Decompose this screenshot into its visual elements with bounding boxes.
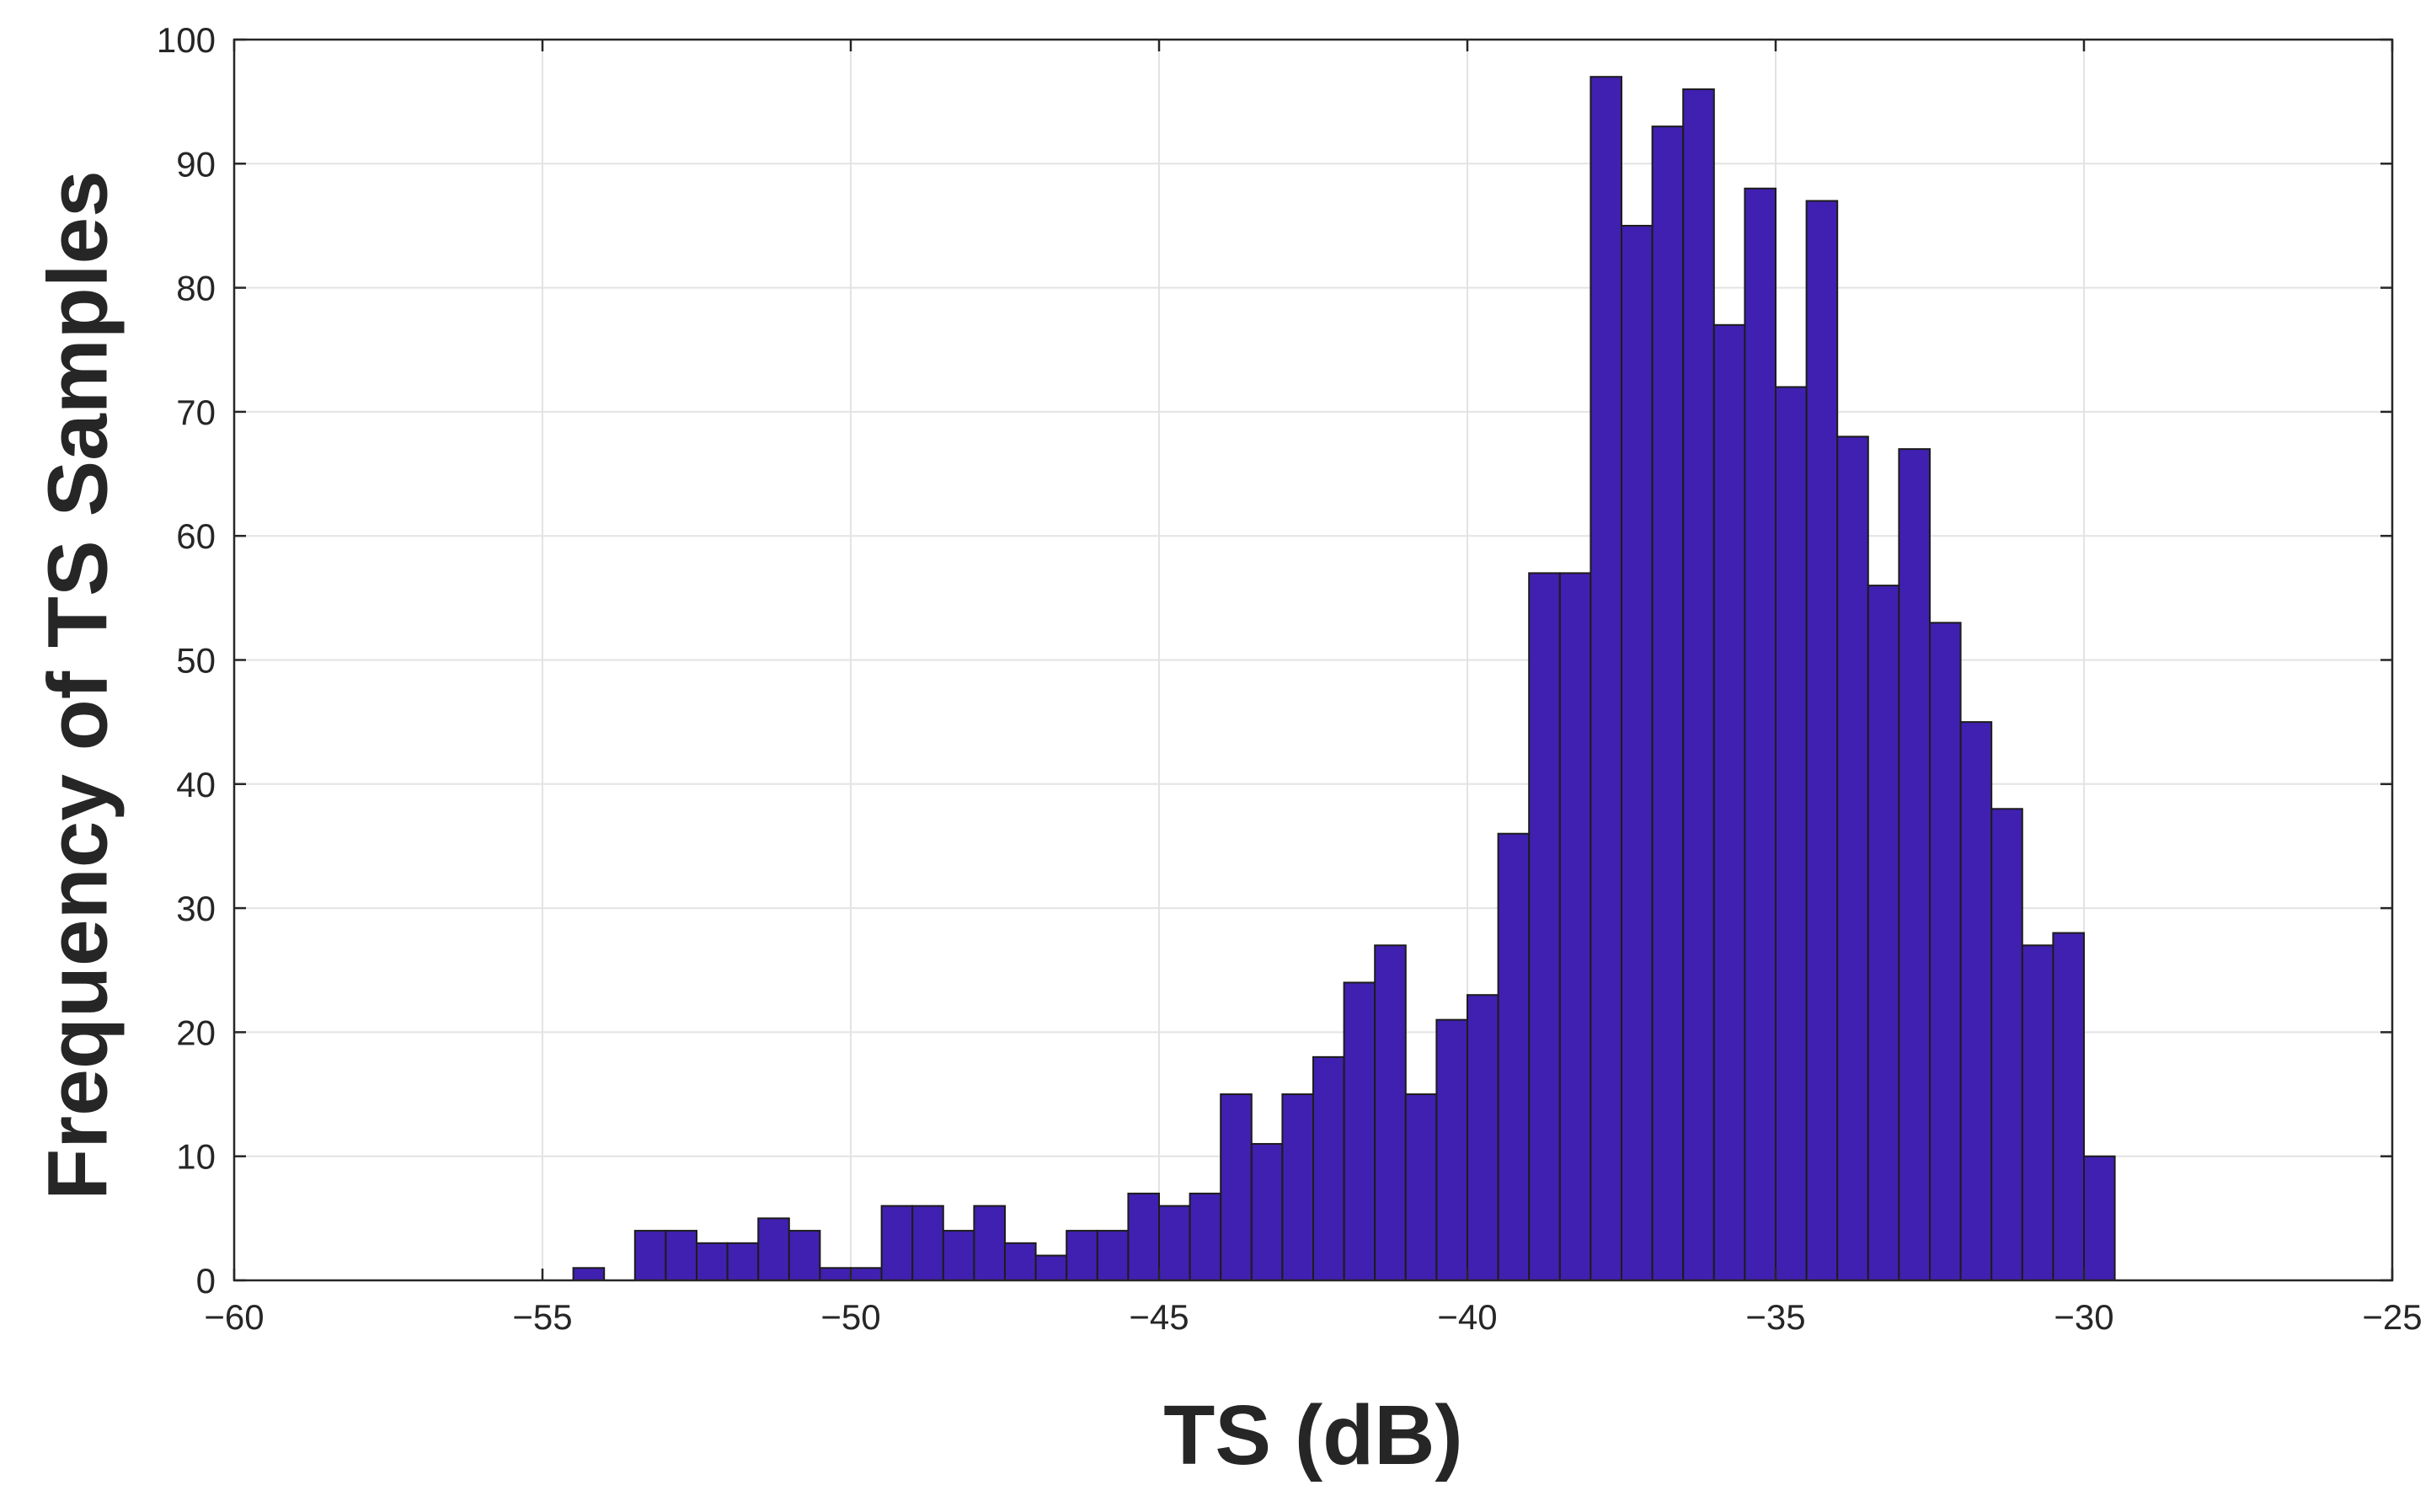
x-axis-title: TS (dB) [1163,1388,1462,1483]
histogram-bar [696,1242,729,1282]
y-tick-label: 80 [176,269,216,308]
histogram-bar [1220,1093,1253,1282]
histogram-bar [1435,1018,1469,1282]
histogram-bar [1682,88,1715,1281]
histogram-bar [1312,1055,1345,1281]
histogram-bar [2052,932,2085,1282]
histogram-bar [1004,1242,1037,1282]
bars [542,76,2146,1282]
histogram-bar [1712,323,1746,1281]
y-tick-label: 10 [176,1137,216,1177]
histogram-bar [1096,1230,1130,1281]
y-tick-labels: 0 10 20 30 40 50 60 70 80 90 100 [157,20,216,1301]
y-tick-label: 20 [176,1012,216,1052]
histogram-bar [1034,1254,1068,1282]
x-tick-labels: −60 −55 −50 −45 −40 −35 −30 −25 [204,1297,2422,1337]
histogram-bar [1189,1192,1222,1282]
histogram-bar [1836,435,1869,1281]
histogram-bar [1651,126,1685,1282]
histogram-bar [1158,1205,1191,1281]
histogram-bar [1775,386,1808,1282]
y-axis-title: Frequency of TS Samples [30,170,125,1200]
histogram-bar [911,1205,944,1281]
histogram-bar [942,1230,975,1281]
histogram-bar [572,1267,606,1282]
x-tick-label: −25 [2362,1297,2422,1337]
y-tick-label: 40 [176,765,216,804]
x-tick-label: −45 [1129,1297,1189,1337]
histogram-bar [1621,224,1654,1282]
histogram-bar [1066,1230,1098,1281]
histogram-bar [1404,1093,1438,1282]
ticks [232,38,2394,1282]
histogram-bar [880,1205,914,1281]
x-tick-label: −30 [2054,1297,2113,1337]
histogram-bar [1744,187,1776,1281]
x-tick-label: −35 [1745,1297,1805,1337]
histogram-bar [1558,572,1592,1281]
histogram-bar [1898,448,1931,1281]
histogram-bar [2083,1155,2116,1281]
x-tick-label: −60 [204,1297,264,1337]
histogram-bar [757,1217,790,1281]
histogram-bar [1528,572,1561,1281]
histogram-bar [1467,994,1499,1281]
x-tick-label: −55 [512,1297,572,1337]
histogram-bar [1250,1142,1284,1281]
y-tick-label: 0 [196,1261,216,1301]
histogram-bar [850,1267,883,1282]
histogram-bar [1805,200,1839,1282]
histogram-bar [665,1230,698,1281]
grid [234,40,2392,1280]
y-tick-label: 30 [176,889,216,928]
histogram-bar [1929,622,1962,1281]
x-tick-label: −40 [1437,1297,1497,1337]
histogram-bar [973,1205,1007,1281]
histogram-bar [633,1230,667,1281]
y-tick-label: 90 [176,144,216,184]
histogram-bar [2021,944,2054,1282]
histogram-bar [1127,1192,1161,1282]
histogram-bar [788,1230,821,1281]
histogram-bar [1497,832,1531,1281]
histogram-bar [1959,721,1993,1281]
histogram-bar [1281,1093,1315,1282]
x-tick-label: −50 [820,1297,880,1337]
y-tick-label: 70 [176,393,216,432]
histogram-bar [1990,808,2023,1281]
histogram-bar [726,1242,760,1282]
histogram-bar [819,1267,852,1282]
histogram-bar [1374,944,1407,1282]
y-tick-label: 50 [176,641,216,681]
histogram-bar [1867,585,1900,1281]
y-tick-label: 60 [176,516,216,556]
histogram-bar [1590,76,1623,1282]
y-tick-label: 100 [157,20,216,60]
histogram-bar [1343,981,1376,1281]
